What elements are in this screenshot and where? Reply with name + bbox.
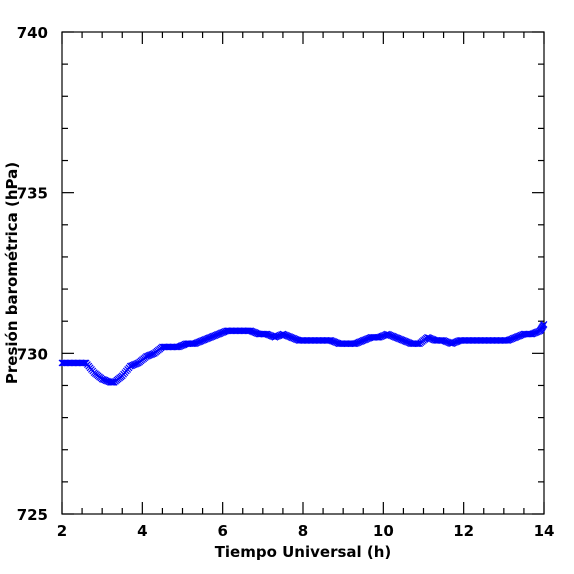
data-points (58, 320, 548, 386)
x-tick-label: 8 (298, 522, 308, 540)
y-tick-label: 730 (17, 345, 48, 363)
data-point (413, 340, 421, 348)
axis-ticks (61, 31, 545, 515)
x-axis-title: Tiempo Universal (h) (215, 543, 392, 561)
tick-labels: 2 4 6 8 10 12 14 725 730 735 740 (17, 24, 555, 540)
y-tick-label: 740 (17, 24, 48, 42)
data-point (540, 320, 548, 328)
x-tick-label: 14 (534, 522, 555, 540)
y-tick-label: 725 (17, 506, 48, 524)
x-tick-label: 2 (57, 522, 67, 540)
x-tick-label: 4 (137, 522, 147, 540)
x-tick-label: 12 (453, 522, 474, 540)
data-point (79, 359, 87, 367)
plot-frame (61, 31, 545, 515)
y-axis-title: Presión barométrica (hPa) (3, 162, 21, 384)
x-tick-label: 10 (373, 522, 394, 540)
x-tick-label: 6 (217, 522, 227, 540)
y-tick-label: 735 (17, 185, 48, 203)
